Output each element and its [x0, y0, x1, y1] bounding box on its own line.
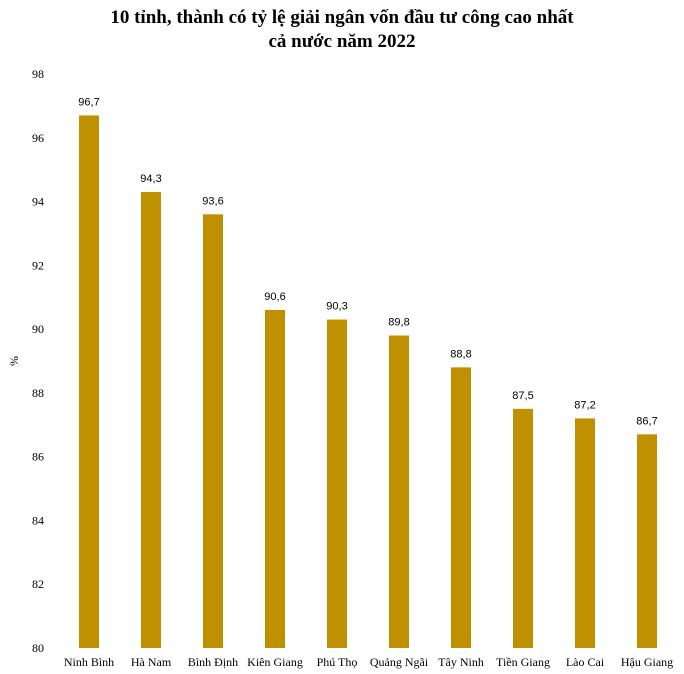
- y-tick-label: 88: [32, 386, 44, 400]
- chart-title-line-1: 10 tỉnh, thành có tỷ lệ giải ngân vốn đầ…: [110, 7, 574, 28]
- category-labels: Ninh Bình Hà Nam Bình Định Kiên Giang Phú Th…: [64, 655, 673, 669]
- bar: [451, 367, 471, 648]
- category-label: Hà Nam: [131, 655, 172, 669]
- y-tick-label: 82: [32, 577, 44, 591]
- data-label: 94,3: [140, 173, 161, 185]
- y-tick-label: 80: [32, 641, 44, 655]
- data-label: 87,2: [574, 399, 595, 411]
- bar: [513, 408, 533, 648]
- y-tick-label: 84: [32, 513, 44, 527]
- bar: [327, 319, 347, 648]
- data-label: 86,7: [636, 415, 657, 427]
- category-label: Ninh Bình: [64, 655, 114, 669]
- data-labels: 96,7 94,3 93,6 90,6 90,3 89,8 88,8 87,5 87,2 86,7: [78, 96, 657, 427]
- y-tick-label: 90: [32, 322, 44, 336]
- bars: [79, 115, 657, 649]
- data-label: 90,6: [264, 291, 285, 303]
- data-label: 89,8: [388, 316, 409, 328]
- category-label: Tây Ninh: [438, 655, 484, 669]
- category-label: Lào Cai: [566, 655, 605, 669]
- chart-title-line-2: cả nước năm 2022: [268, 31, 416, 52]
- category-label: Kiên Giang: [247, 655, 303, 669]
- bar: [265, 309, 285, 648]
- category-label: Quảng Ngãi: [370, 655, 429, 669]
- chart-title: 10 tỉnh, thành có tỷ lệ giải ngân vốn đầ…: [0, 6, 684, 54]
- y-axis-label: %: [7, 356, 21, 366]
- bar: [637, 434, 657, 648]
- category-label: Bình Định: [188, 655, 238, 669]
- bar: [389, 335, 409, 648]
- data-label: 93,6: [202, 195, 223, 207]
- category-label: Tiền Giang: [496, 655, 550, 669]
- bar: [575, 418, 595, 648]
- data-label: 88,8: [450, 348, 471, 360]
- y-axis-ticks: 80 82 84 86 88 90 92 94 96 98: [32, 67, 44, 655]
- bar: [203, 214, 223, 649]
- bar: [141, 191, 161, 648]
- y-tick-label: 94: [32, 195, 44, 209]
- category-label: Phú Thọ: [317, 655, 358, 669]
- data-label: 96,7: [78, 96, 99, 108]
- category-label: Hậu Giang: [621, 655, 673, 669]
- y-tick-label: 86: [32, 450, 44, 464]
- y-tick-label: 96: [32, 131, 44, 145]
- data-label: 90,3: [326, 301, 347, 313]
- bar: [79, 115, 99, 648]
- y-tick-label: 98: [32, 67, 44, 81]
- y-tick-label: 92: [32, 258, 44, 272]
- data-label: 87,5: [512, 390, 533, 402]
